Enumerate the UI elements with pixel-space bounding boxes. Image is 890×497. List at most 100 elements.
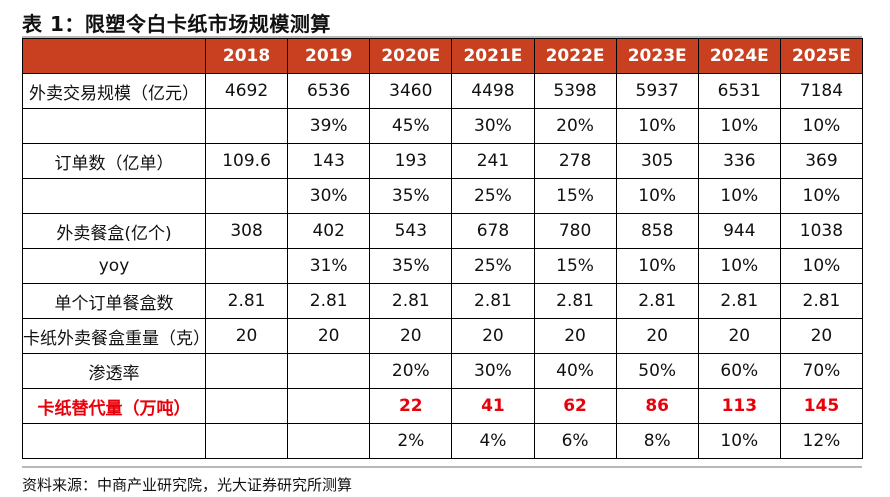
- table-cell: 30%: [451, 353, 535, 389]
- table-cell: 145: [779, 388, 864, 424]
- table-cell: [287, 423, 371, 459]
- table-cell: 20: [697, 318, 781, 354]
- table-cell: 39%: [287, 108, 371, 144]
- header-year-2020e: 2020E: [369, 38, 453, 74]
- table-cell: 4%: [451, 423, 535, 459]
- table-cell: 5398: [533, 73, 617, 109]
- table-cell: 10%: [615, 248, 699, 284]
- table-row: 外卖交易规模（亿元） 4692 6536 3460 4498 5398 5937 6531 71…: [22, 73, 864, 109]
- row-label: 卡纸外卖餐盒重量（克）: [22, 318, 206, 354]
- table-body: 外卖交易规模（亿元） 4692 6536 3460 4498 5398 5937 6531 71…: [22, 73, 864, 459]
- table-cell: 22: [369, 388, 453, 424]
- table-cell: [204, 108, 289, 144]
- table-cell: 15%: [533, 248, 617, 284]
- header-year-2021e: 2021E: [451, 38, 535, 74]
- bottom-divider: [22, 466, 862, 468]
- table-cell: 20%: [533, 108, 617, 144]
- table-cell: 4498: [451, 73, 535, 109]
- table-row: 渗透率 20% 30% 40% 50% 60% 70%: [22, 353, 864, 389]
- header-year-2023e: 2023E: [615, 38, 699, 74]
- header-year-2019: 2019: [287, 38, 371, 74]
- table-cell: [287, 353, 371, 389]
- table-cell: 678: [451, 213, 535, 249]
- table-cell: 45%: [369, 108, 453, 144]
- table-cell: 20: [204, 318, 289, 354]
- table-cell: 10%: [697, 178, 781, 214]
- source-note: 资料来源：中商产业研究院，光大证券研究所测算: [22, 476, 353, 494]
- table-cell: 20: [451, 318, 535, 354]
- table-cell: 10%: [779, 178, 864, 214]
- table-cell: 25%: [451, 178, 535, 214]
- table-cell: 10%: [697, 108, 781, 144]
- header-row: 2018 2019 2020E 2021E 2022E 2023E 2024E 2025E: [22, 38, 864, 74]
- header-year-2025e: 2025E: [779, 38, 864, 74]
- table-cell: 6%: [533, 423, 617, 459]
- table-cell: 2.81: [204, 283, 289, 319]
- table-cell: 109.6: [204, 143, 289, 179]
- table-cell: 40%: [533, 353, 617, 389]
- table-cell: 20%: [369, 353, 453, 389]
- table-cell: 41: [451, 388, 535, 424]
- table-cell: 20: [287, 318, 371, 354]
- table-cell: [204, 388, 289, 424]
- table-cell: 5937: [615, 73, 699, 109]
- row-label: 渗透率: [22, 353, 206, 389]
- table-cell: 6536: [287, 73, 371, 109]
- table-cell: 143: [287, 143, 371, 179]
- table-cell: 2.81: [779, 283, 864, 319]
- row-label: [22, 108, 206, 144]
- row-label: [22, 178, 206, 214]
- row-label: 单个订单餐盒数: [22, 283, 206, 319]
- table-cell: 2.81: [615, 283, 699, 319]
- table-cell: 10%: [779, 248, 864, 284]
- table-row: 卡纸替代量（万吨） 22 41 62 86 113 145: [22, 388, 864, 424]
- table-cell: 2.81: [533, 283, 617, 319]
- table-cell: 62: [533, 388, 617, 424]
- table-cell: 8%: [615, 423, 699, 459]
- row-label: 卡纸替代量（万吨）: [22, 388, 206, 424]
- table-cell: 1038: [779, 213, 864, 249]
- table-cell: [204, 353, 289, 389]
- table-cell: 7184: [779, 73, 864, 109]
- table-cell: 241: [451, 143, 535, 179]
- row-label: 外卖交易规模（亿元）: [22, 73, 206, 109]
- table-cell: 20: [779, 318, 864, 354]
- table-cell: 20: [533, 318, 617, 354]
- table-cell: 30%: [451, 108, 535, 144]
- table-cell: 2%: [369, 423, 453, 459]
- table-cell: 6531: [697, 73, 781, 109]
- table-cell: 780: [533, 213, 617, 249]
- table-cell: 336: [697, 143, 781, 179]
- market-size-table: 2018 2019 2020E 2021E 2022E 2023E 2024E 2025E 外…: [22, 38, 864, 459]
- table-cell: 12%: [779, 423, 864, 459]
- table-row: yoy 31% 35% 25% 15% 10% 10% 10%: [22, 248, 864, 284]
- table-cell: 15%: [533, 178, 617, 214]
- table-cell: 10%: [697, 248, 781, 284]
- row-label: 外卖餐盒(亿个): [22, 213, 206, 249]
- table-row: 2% 4% 6% 8% 10% 12%: [22, 423, 864, 459]
- table-header: 2018 2019 2020E 2021E 2022E 2023E 2024E 2025E: [22, 38, 864, 74]
- table-cell: 31%: [287, 248, 371, 284]
- table-cell: [204, 248, 289, 284]
- table-cell: 10%: [615, 108, 699, 144]
- table-cell: 86: [615, 388, 699, 424]
- table-cell: [287, 388, 371, 424]
- table-cell: 25%: [451, 248, 535, 284]
- table-cell: 944: [697, 213, 781, 249]
- table-cell: [204, 423, 289, 459]
- table-cell: 30%: [287, 178, 371, 214]
- table-cell: 543: [369, 213, 453, 249]
- table-row: 外卖餐盒(亿个) 308 402 543 678 780 858 944 1038: [22, 213, 864, 249]
- table-cell: 3460: [369, 73, 453, 109]
- table-row: 订单数（亿单） 109.6 143 193 241 278 305 336 369: [22, 143, 864, 179]
- table-cell: 10%: [697, 423, 781, 459]
- table-cell: 2.81: [287, 283, 371, 319]
- table-cell: 308: [204, 213, 289, 249]
- table-row: 卡纸外卖餐盒重量（克） 20 20 20 20 20 20 20 20: [22, 318, 864, 354]
- table-cell: 20: [615, 318, 699, 354]
- top-divider: [22, 36, 862, 38]
- table-cell: 2.81: [451, 283, 535, 319]
- table-cell: 278: [533, 143, 617, 179]
- table-cell: 858: [615, 213, 699, 249]
- row-label: [22, 423, 206, 459]
